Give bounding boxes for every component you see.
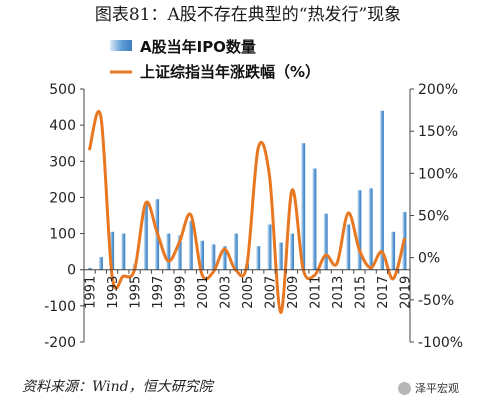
bar-2012 <box>323 213 328 270</box>
left-tick-label: 0 <box>67 263 76 279</box>
left-tick-label: 100 <box>49 227 76 243</box>
bar-2003 <box>222 246 227 270</box>
bar-1998 <box>166 233 171 270</box>
x-tick-label: 2011 <box>308 276 323 309</box>
wechat-logo-icon <box>398 381 411 395</box>
axes-layer: 500 400 300 200 100 0 -100 -200 200% 150% 100% 50% 0… <box>44 82 463 351</box>
x-tick-label: 2015 <box>353 276 368 309</box>
x-tick-label: 1995 <box>129 276 144 309</box>
x-tick-label: 2005 <box>241 276 256 309</box>
line-layer <box>88 110 406 315</box>
x-tick-label: 2009 <box>286 276 301 309</box>
right-tick-label: 0% <box>418 251 440 267</box>
bar-2002 <box>211 244 216 270</box>
legend-swatch-bar <box>110 40 132 51</box>
bar-2016 <box>368 188 373 270</box>
left-tick-label: 500 <box>49 82 76 98</box>
bar-2017 <box>379 110 384 270</box>
bar-2007 <box>267 224 272 270</box>
left-tick-label: -200 <box>44 335 76 351</box>
right-tick-label: 200% <box>418 82 458 98</box>
x-tick-label: 2003 <box>219 276 234 309</box>
chart-title: 图表81：A股不存在典型的“热发行”现象 <box>94 5 402 25</box>
x-tick-label: 1999 <box>174 276 189 309</box>
right-tick-label: 50% <box>418 209 449 225</box>
left-tick-label: 300 <box>49 154 76 170</box>
x-tick-label: 1991 <box>84 276 99 309</box>
bar-2006 <box>256 246 261 270</box>
x-tick-label: 1997 <box>151 276 166 309</box>
x-tick-label: 2013 <box>331 276 346 309</box>
footer: 资料来源：Wind，恒大研究院 泽平宏观 <box>0 372 496 403</box>
bar-1999 <box>177 235 182 270</box>
bar-1994 <box>121 233 126 270</box>
watermark: 泽平宏观 <box>398 380 459 396</box>
right-tick-label: -50% <box>418 293 454 309</box>
bar-2000 <box>188 220 193 270</box>
source-note: 资料来源：Wind，恒大研究院 <box>22 379 213 395</box>
bar-2001 <box>200 240 204 270</box>
legend-label-line: 上证综指当年涨跌幅（%） <box>140 63 320 81</box>
x-tick-label: 1993 <box>106 276 121 309</box>
left-tick-label: 200 <box>49 190 76 206</box>
left-tick-label: -100 <box>44 299 76 315</box>
x-tick-label: 2007 <box>264 276 279 309</box>
bar-2008 <box>278 242 283 270</box>
bar-2010 <box>301 143 306 270</box>
legend-label-bar: A股当年IPO数量 <box>140 38 256 56</box>
bar-2015 <box>357 190 362 270</box>
bar-2014 <box>346 224 351 270</box>
bar-2018 <box>391 231 396 270</box>
watermark-text: 泽平宏观 <box>415 382 459 395</box>
right-tick-label: -100% <box>418 335 463 351</box>
left-tick-label: 400 <box>49 118 76 134</box>
x-tick-label: 2017 <box>376 276 391 309</box>
bar-2011 <box>312 168 317 270</box>
right-tick-label: 100% <box>418 166 458 182</box>
x-tick-label: 2019 <box>398 276 413 309</box>
bar-2004 <box>233 233 238 270</box>
x-tick-label: 2001 <box>196 276 211 309</box>
right-tick-label: 150% <box>418 124 458 140</box>
bar-1991 <box>87 267 92 270</box>
bar-1996 <box>143 202 148 270</box>
chart: 500 400 300 200 100 0 -100 -200 200% 150% 100% 50% 0… <box>44 38 463 351</box>
bar-1992 <box>98 257 103 270</box>
bar-1993 <box>110 231 115 270</box>
bar-2009 <box>290 233 294 270</box>
